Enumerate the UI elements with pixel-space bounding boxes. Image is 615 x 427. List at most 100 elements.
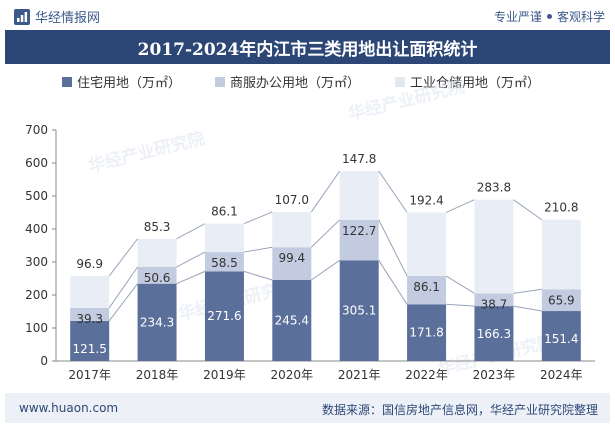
x-tick-label: 2021年 xyxy=(338,368,381,382)
data-label-commercial: 39.3 xyxy=(76,312,103,326)
legend-swatch-industrial xyxy=(395,76,405,87)
data-label-industrial: 86.1 xyxy=(211,205,238,219)
bar-segment xyxy=(204,252,244,272)
data-label-commercial: 38.7 xyxy=(481,297,508,311)
bar-segment xyxy=(541,311,581,361)
legend-label-commercial: 商服办公用地（万㎡） xyxy=(230,76,361,91)
series-connector-line xyxy=(311,259,340,281)
data-label-industrial: 147.8 xyxy=(342,152,376,166)
legend-item-industrial: 工业仓储用地（万㎡） xyxy=(395,72,540,91)
bar-segment xyxy=(407,212,447,276)
top-bar: 华经情报网 专业严谨 客观科学 xyxy=(0,0,615,30)
data-label-commercial: 99.4 xyxy=(278,251,305,265)
series-connector-line xyxy=(108,266,138,309)
data-label-industrial: 107.0 xyxy=(275,193,309,207)
series-connector-line xyxy=(243,211,273,225)
footer: www.huaon.com 数据来源：国信房地产信息网，华经产业研究院整理 xyxy=(5,393,610,423)
data-label-commercial: 65.9 xyxy=(548,293,575,307)
slogan-dot-icon xyxy=(546,14,552,19)
y-tick-label: 500 xyxy=(25,189,48,203)
x-tick-label: 2019年 xyxy=(203,368,246,382)
bar-segment xyxy=(70,275,110,308)
data-label-residential: 151.4 xyxy=(544,332,578,346)
series-connector-line xyxy=(243,246,273,253)
bar-segment xyxy=(137,266,177,284)
series-connector-line xyxy=(176,223,206,240)
y-tick-label: 0 xyxy=(40,354,48,368)
bar-segment xyxy=(204,223,244,253)
bar-segment xyxy=(272,247,312,281)
bar-segment xyxy=(204,271,244,361)
x-tick-label: 2017年 xyxy=(68,368,111,382)
legend-label-industrial: 工业仓储用地（万㎡） xyxy=(410,76,541,91)
y-tick-label: 600 xyxy=(25,156,48,170)
data-label-industrial: 283.8 xyxy=(477,181,511,195)
bar-segment xyxy=(137,238,177,267)
series-connector-line xyxy=(378,260,408,305)
footer-source: 数据来源：国信房地产信息网，华经产业研究院整理 xyxy=(321,403,598,417)
x-tick-label: 2022年 xyxy=(405,368,448,382)
bar-segment xyxy=(541,219,581,290)
series-connector-line xyxy=(445,199,475,213)
series-connector-line xyxy=(310,170,341,213)
x-tick-label: 2018年 xyxy=(136,368,179,382)
brand-name: 华经情报网 xyxy=(35,11,101,26)
data-label-commercial: 86.1 xyxy=(413,280,440,294)
data-label-residential: 245.4 xyxy=(275,314,309,328)
bar-segment xyxy=(474,293,514,307)
data-label-industrial: 210.8 xyxy=(544,201,578,215)
data-label-commercial: 122.7 xyxy=(342,224,376,238)
bar-segment xyxy=(541,289,581,312)
title-bar: 2017-2024年内江市三类用地出让面积统计 xyxy=(5,30,610,64)
series-connector-line xyxy=(108,283,138,322)
legend-label-residential: 住宅用地（万㎡） xyxy=(77,76,182,91)
bar-segment xyxy=(474,306,514,361)
series-connector-line xyxy=(378,219,408,277)
x-tick-label: 2020年 xyxy=(271,368,314,382)
series-connector-line xyxy=(108,238,138,277)
x-tick-label: 2023年 xyxy=(473,368,516,382)
bar-segment xyxy=(70,320,110,361)
slogan-right: 客观科学 xyxy=(556,10,605,24)
data-label-residential: 305.1 xyxy=(342,304,376,318)
stacked-bar-chart: 华经产业研究院华经产业研究院华经产业研究院华经产业研究院010020030040… xyxy=(25,76,595,382)
bar-segment xyxy=(272,280,312,361)
watermark-1: 华经产业研究院 xyxy=(346,76,467,125)
legend-item-residential: 住宅用地（万㎡） xyxy=(62,72,181,91)
data-label-industrial: 192.4 xyxy=(409,193,443,207)
huajing-logo-icon xyxy=(14,8,30,25)
bar-segment xyxy=(272,211,312,248)
data-label-residential: 121.5 xyxy=(73,342,107,356)
bar-segment xyxy=(339,260,379,361)
series-connector-line xyxy=(176,270,206,285)
footer-url-link[interactable]: www.huaon.com xyxy=(19,401,119,415)
series-connector-line xyxy=(378,170,408,213)
slogan: 专业严谨 客观科学 xyxy=(494,8,605,25)
y-tick-label: 200 xyxy=(25,288,48,302)
series-connector-line xyxy=(445,275,475,294)
brand[interactable]: 华经情报网 xyxy=(14,7,100,26)
data-label-industrial: 85.3 xyxy=(144,220,171,234)
data-label-residential: 234.3 xyxy=(140,315,174,329)
data-label-commercial: 58.5 xyxy=(211,256,238,270)
series-connector-line xyxy=(176,251,206,268)
data-label-industrial: 96.9 xyxy=(76,257,103,271)
legend-item-commercial: 商服办公用地（万㎡） xyxy=(215,72,360,91)
legend-swatch-commercial xyxy=(215,76,225,87)
legend-swatch-residential xyxy=(62,76,72,87)
series-connector-line xyxy=(243,270,273,281)
data-label-commercial: 50.6 xyxy=(144,271,171,285)
y-tick-label: 400 xyxy=(25,222,48,236)
bar-segment xyxy=(407,304,447,361)
slogan-left: 专业严谨 xyxy=(493,10,542,24)
chart-title: 2017-2024年内江市三类用地出让面积统计 xyxy=(137,39,478,60)
data-label-residential: 171.8 xyxy=(409,326,443,340)
chart-legend: 住宅用地（万㎡） 商服办公用地（万㎡） 工业仓储用地（万㎡） xyxy=(0,72,615,92)
bar-segment xyxy=(339,219,379,261)
data-label-residential: 271.6 xyxy=(207,309,241,323)
y-tick-label: 300 xyxy=(25,255,48,269)
watermark-0: 华经产业研究院 xyxy=(86,128,207,177)
bar-segment xyxy=(474,199,514,294)
data-label-residential: 166.3 xyxy=(477,327,511,341)
bar-segment xyxy=(70,307,110,321)
